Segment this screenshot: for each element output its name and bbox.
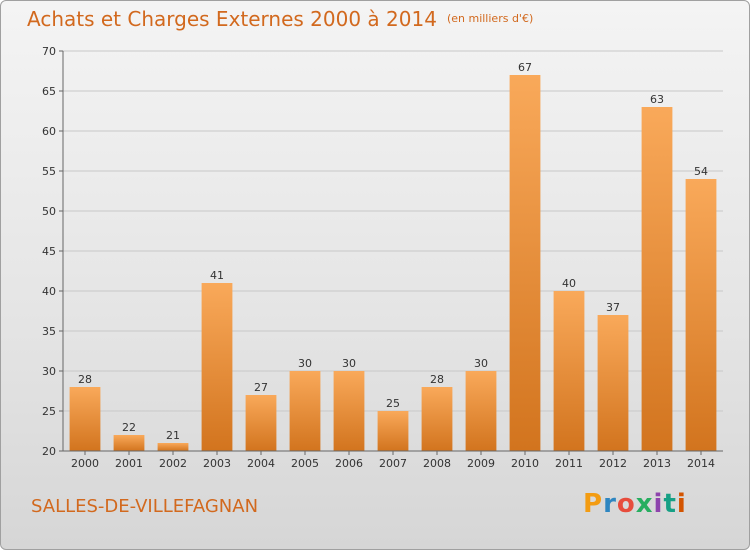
logo-letter: x bbox=[635, 489, 654, 519]
x-tick-label: 2008 bbox=[423, 457, 451, 470]
data-label: 22 bbox=[122, 421, 136, 434]
bar bbox=[113, 435, 145, 451]
logo-letter: i bbox=[653, 489, 664, 519]
x-tick-label: 2001 bbox=[115, 457, 143, 470]
bars: 28 22 21 41 27 30 30 25 28 30 67 40 37 63 54 bbox=[69, 61, 717, 451]
x-tick-label: 2007 bbox=[379, 457, 407, 470]
x-tick-label: 2000 bbox=[71, 457, 99, 470]
data-label: 63 bbox=[650, 93, 664, 106]
bar bbox=[685, 179, 717, 451]
bar bbox=[377, 411, 409, 451]
y-tick-label: 20 bbox=[42, 445, 56, 458]
y-tick-label: 60 bbox=[42, 125, 56, 138]
x-tick-label: 2014 bbox=[687, 457, 715, 470]
logo-letter: P bbox=[583, 489, 604, 519]
bar bbox=[509, 75, 541, 451]
bar bbox=[157, 443, 189, 451]
chart-title: Achats et Charges Externes 2000 à 2014 (e… bbox=[27, 7, 533, 31]
data-label: 54 bbox=[694, 165, 708, 178]
chart-title-text: Achats et Charges Externes 2000 à 2014 bbox=[27, 7, 437, 31]
bar bbox=[597, 315, 629, 451]
y-tick-label: 50 bbox=[42, 205, 56, 218]
bar bbox=[201, 283, 233, 451]
bar bbox=[333, 371, 365, 451]
bar bbox=[289, 371, 321, 451]
bar bbox=[465, 371, 497, 451]
data-label: 40 bbox=[562, 277, 576, 290]
data-label: 30 bbox=[474, 357, 488, 370]
data-label: 30 bbox=[342, 357, 356, 370]
bar bbox=[641, 107, 673, 451]
y-tick-label: 70 bbox=[42, 45, 56, 58]
x-tick-label: 2012 bbox=[599, 457, 627, 470]
data-label: 37 bbox=[606, 301, 620, 314]
bar bbox=[245, 395, 277, 451]
y-tick-label: 55 bbox=[42, 165, 56, 178]
data-label: 28 bbox=[78, 373, 92, 386]
y-tick-label: 35 bbox=[42, 325, 56, 338]
x-tick-label: 2013 bbox=[643, 457, 671, 470]
bar bbox=[69, 387, 101, 451]
logo-letter: o bbox=[616, 489, 636, 519]
y-tick-label: 65 bbox=[42, 85, 56, 98]
logo-letter: t bbox=[663, 489, 677, 519]
x-tick-label: 2004 bbox=[247, 457, 275, 470]
x-tick-label: 2006 bbox=[335, 457, 363, 470]
city-name: SALLES-DE-VILLEFAGNAN bbox=[31, 496, 259, 517]
x-tick-label: 2010 bbox=[511, 457, 539, 470]
bar bbox=[553, 291, 585, 451]
y-tick-label: 45 bbox=[42, 245, 56, 258]
data-label: 21 bbox=[166, 429, 180, 442]
x-tick-label: 2002 bbox=[159, 457, 187, 470]
data-label: 67 bbox=[518, 61, 532, 74]
data-label: 28 bbox=[430, 373, 444, 386]
logo-letter: r bbox=[603, 489, 617, 519]
x-tick-label: 2003 bbox=[203, 457, 231, 470]
logo-letter: i bbox=[676, 489, 687, 519]
proxiti-logo: Proxiti bbox=[583, 489, 687, 519]
x-tick-label: 2005 bbox=[291, 457, 319, 470]
x-tick-label: 2009 bbox=[467, 457, 495, 470]
data-label: 41 bbox=[210, 269, 224, 282]
chart-subtitle: (en milliers d'€) bbox=[446, 12, 534, 25]
axes: 20 25 30 35 40 45 50 55 60 65 70 2000 2001 2002 2003 20… bbox=[42, 45, 723, 470]
data-label: 25 bbox=[386, 397, 400, 410]
data-label: 27 bbox=[254, 381, 268, 394]
y-tick-label: 40 bbox=[42, 285, 56, 298]
x-tick-label: 2011 bbox=[555, 457, 583, 470]
y-tick-label: 25 bbox=[42, 405, 56, 418]
data-label: 30 bbox=[298, 357, 312, 370]
bar bbox=[421, 387, 453, 451]
y-tick-label: 30 bbox=[42, 365, 56, 378]
